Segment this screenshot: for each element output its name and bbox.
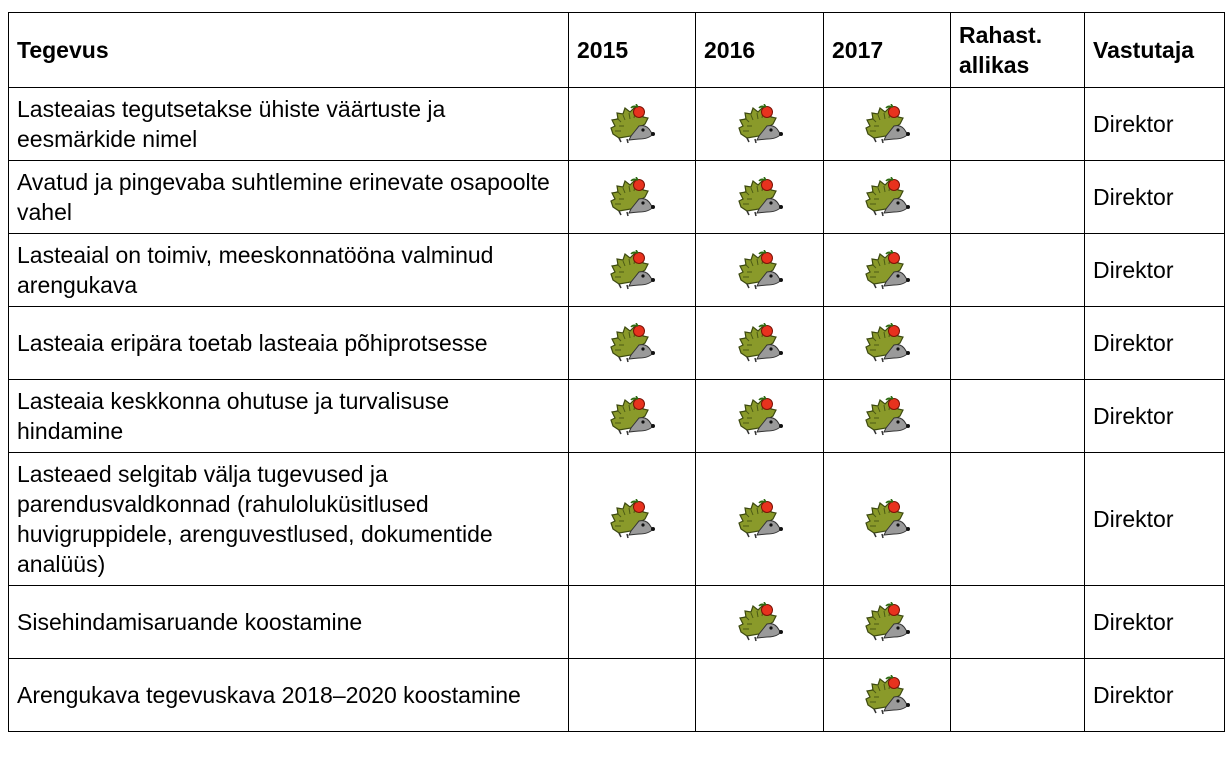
hedgehog-icon — [864, 323, 910, 363]
year-cell — [824, 307, 951, 380]
hedgehog-icon — [609, 499, 655, 539]
activity-cell: Sisehindamisaruande koostamine — [9, 586, 569, 659]
hedgehog-icon — [864, 499, 910, 539]
year-cell — [569, 307, 696, 380]
responsible-cell: Direktor — [1085, 88, 1225, 161]
year-cell — [696, 88, 824, 161]
year-cell — [569, 161, 696, 234]
header-cell: 2015 — [569, 13, 696, 88]
year-cell — [824, 380, 951, 453]
hedgehog-icon — [609, 177, 655, 217]
hedgehog-icon — [864, 250, 910, 290]
hedgehog-icon — [737, 104, 783, 144]
year-cell — [569, 453, 696, 586]
funding-cell — [951, 380, 1085, 453]
activity-cell: Arengukava tegevuskava 2018–2020 koostam… — [9, 659, 569, 732]
hedgehog-icon — [864, 602, 910, 642]
hedgehog-icon — [864, 675, 910, 715]
year-cell — [569, 586, 696, 659]
year-cell — [824, 586, 951, 659]
year-cell — [696, 234, 824, 307]
year-cell — [824, 453, 951, 586]
activity-cell: Lasteaed selgitab välja tugevused ja par… — [9, 453, 569, 586]
year-cell — [569, 659, 696, 732]
funding-cell — [951, 453, 1085, 586]
funding-cell — [951, 659, 1085, 732]
funding-cell — [951, 234, 1085, 307]
hedgehog-icon — [864, 104, 910, 144]
hedgehog-icon — [609, 396, 655, 436]
responsible-cell: Direktor — [1085, 453, 1225, 586]
funding-cell — [951, 307, 1085, 380]
year-cell — [696, 307, 824, 380]
year-cell — [569, 380, 696, 453]
funding-cell — [951, 88, 1085, 161]
year-cell — [824, 161, 951, 234]
hedgehog-icon — [737, 396, 783, 436]
hedgehog-icon — [609, 104, 655, 144]
year-cell — [696, 453, 824, 586]
responsible-cell: Direktor — [1085, 161, 1225, 234]
year-cell — [824, 659, 951, 732]
year-cell — [696, 586, 824, 659]
header-cell: Tegevus — [9, 13, 569, 88]
year-cell — [569, 88, 696, 161]
hedgehog-icon — [609, 323, 655, 363]
year-cell — [696, 380, 824, 453]
activity-cell: Lasteaial on toimiv, meeskonnatööna valm… — [9, 234, 569, 307]
table-row: Sisehindamisaruande koostamine Direktor — [9, 586, 1225, 659]
table-row: Lasteaia eripära toetab lasteaia põhipro… — [9, 307, 1225, 380]
hedgehog-icon — [864, 396, 910, 436]
responsible-cell: Direktor — [1085, 659, 1225, 732]
table-row: Avatud ja pingevaba suhtlemine erinevate… — [9, 161, 1225, 234]
table-row: Lasteaia keskkonna ohutuse ja turvalisus… — [9, 380, 1225, 453]
hedgehog-icon — [737, 602, 783, 642]
hedgehog-icon — [737, 499, 783, 539]
year-cell — [824, 88, 951, 161]
hedgehog-icon — [864, 177, 910, 217]
year-cell — [569, 234, 696, 307]
responsible-cell: Direktor — [1085, 380, 1225, 453]
hedgehog-icon — [737, 177, 783, 217]
table-row: Lasteaed selgitab välja tugevused ja par… — [9, 453, 1225, 586]
header-cell: Rahast. allikas — [951, 13, 1085, 88]
responsible-cell: Direktor — [1085, 307, 1225, 380]
table-body: Lasteaias tegutsetakse ühiste väärtuste … — [9, 88, 1225, 732]
hedgehog-icon — [737, 250, 783, 290]
activity-cell: Lasteaia keskkonna ohutuse ja turvalisus… — [9, 380, 569, 453]
funding-cell — [951, 161, 1085, 234]
header-cell: 2016 — [696, 13, 824, 88]
funding-cell — [951, 586, 1085, 659]
table-row: Lasteaial on toimiv, meeskonnatööna valm… — [9, 234, 1225, 307]
year-cell — [696, 161, 824, 234]
year-cell — [824, 234, 951, 307]
header-cell: Vastutaja — [1085, 13, 1225, 88]
activity-cell: Avatud ja pingevaba suhtlemine erinevate… — [9, 161, 569, 234]
hedgehog-icon — [609, 250, 655, 290]
responsible-cell: Direktor — [1085, 234, 1225, 307]
header-cell: 2017 — [824, 13, 951, 88]
hedgehog-icon — [737, 323, 783, 363]
activity-cell: Lasteaias tegutsetakse ühiste väärtuste … — [9, 88, 569, 161]
page: {"table": { "header": ["Tegevus", "2015"… — [0, 0, 1228, 776]
responsible-cell: Direktor — [1085, 586, 1225, 659]
activity-cell: Lasteaia eripära toetab lasteaia põhipro… — [9, 307, 569, 380]
year-cell — [696, 659, 824, 732]
table-row: Lasteaias tegutsetakse ühiste väärtuste … — [9, 88, 1225, 161]
table-row: Arengukava tegevuskava 2018–2020 koostam… — [9, 659, 1225, 732]
